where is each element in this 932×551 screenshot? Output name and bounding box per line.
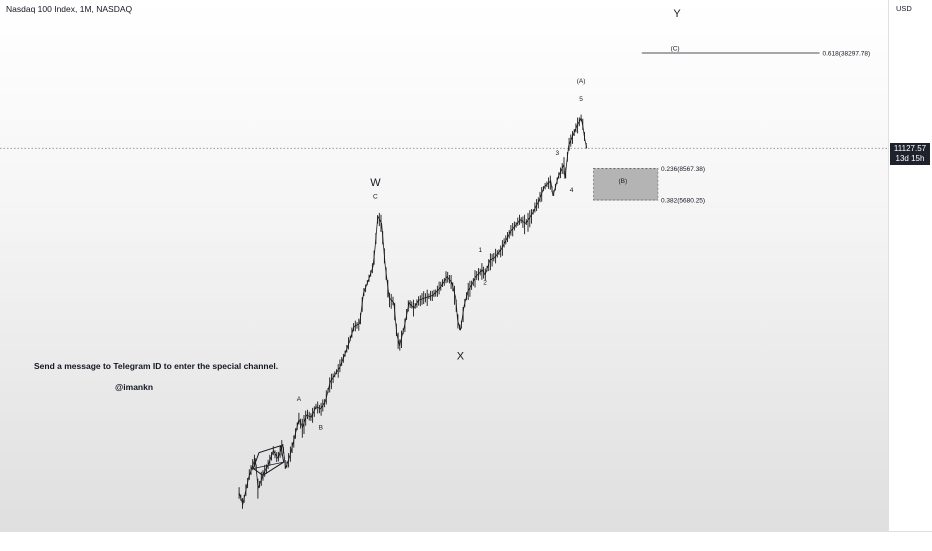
wave-label: C (373, 194, 378, 201)
chart-title: Nasdaq 100 Index, 1M, NASDAQ (6, 4, 133, 14)
wave-label: 2 (483, 280, 487, 287)
telegram-message: Send a message to Telegram ID to enter t… (34, 361, 279, 371)
wave-label: W (370, 177, 381, 189)
correction-zone-box (593, 168, 659, 201)
wave-label: B (319, 425, 323, 432)
fib-level-label: 0.382(5680.25) (661, 198, 705, 205)
wave-label: 3 (555, 150, 559, 157)
wave-label: Y (673, 8, 681, 20)
price-axis[interactable]: USD (888, 0, 932, 531)
wave-label: 1 (478, 247, 482, 254)
last-price-value: 11127.57 (893, 144, 927, 153)
wave-labels-layer: WC X Y A B 1 2 3 4 5 (A) (B) (C) (297, 8, 682, 431)
correction-zone-layer (593, 168, 659, 201)
wave-label: 5 (579, 96, 583, 103)
wave-label: (C) (671, 46, 680, 53)
fib-level-layer: 0.618(38297.78) 0.236(8567.38) 0.382(5680.… (593, 51, 870, 205)
currency-label: USD (896, 4, 912, 13)
wave-label: 4 (570, 187, 574, 194)
price-series-layer (238, 114, 588, 509)
fib-level-label: 0.618(38297.78) (823, 51, 871, 58)
price-series-line (238, 116, 588, 506)
telegram-handle: @imankn (115, 382, 154, 392)
last-price-tag: 11127.57 13d 15h (890, 143, 930, 165)
wave-label: (A) (577, 78, 586, 85)
last-price-countdown: 13d 15h (895, 154, 925, 163)
fib-level-label: 0.236(8567.38) (661, 166, 705, 173)
time-axis[interactable] (0, 531, 932, 551)
wave-label: X (457, 350, 465, 362)
wave-label: (B) (618, 178, 627, 185)
wave-label: A (297, 396, 302, 403)
